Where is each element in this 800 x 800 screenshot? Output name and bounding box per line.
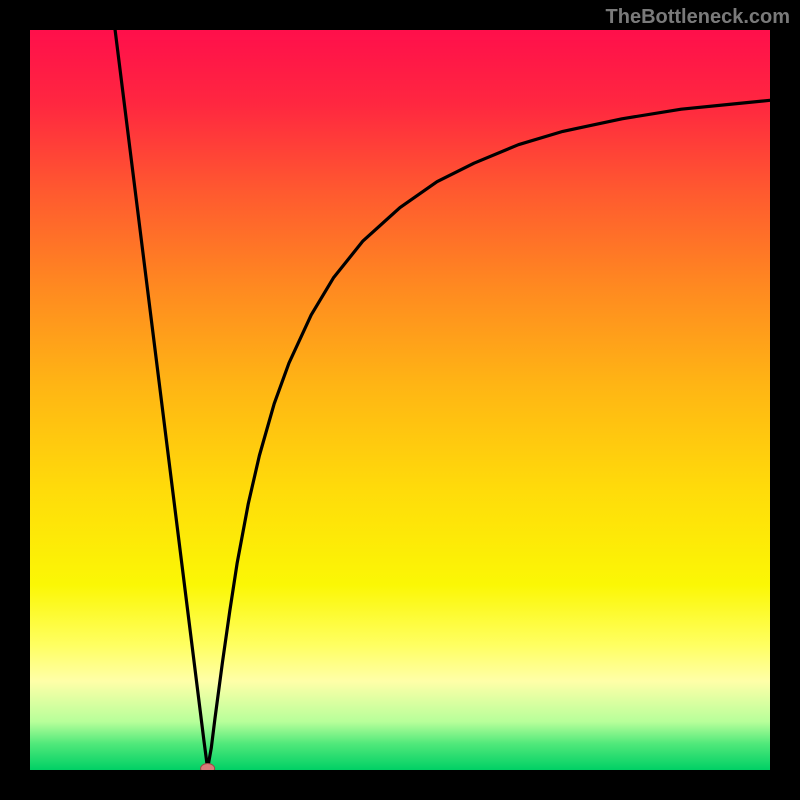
plot-area xyxy=(30,30,770,770)
attribution-text: TheBottleneck.com xyxy=(606,6,790,29)
minimum-marker xyxy=(201,764,215,770)
chart-container: TheBottleneck.com xyxy=(0,0,800,800)
bottleneck-curve xyxy=(115,30,770,769)
curve-layer xyxy=(30,30,770,770)
